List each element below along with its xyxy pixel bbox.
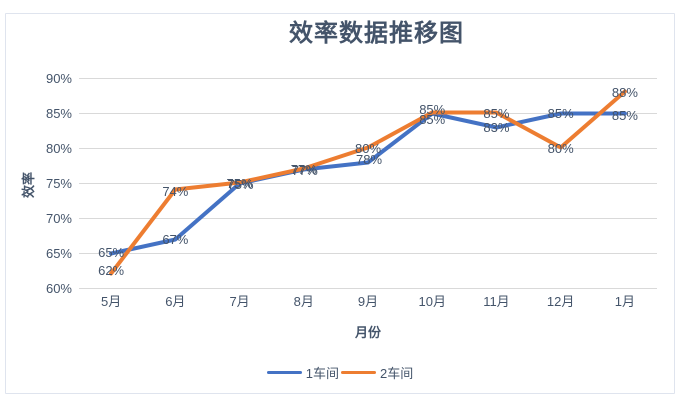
data-label-2车间: 80% (355, 141, 381, 156)
data-label-2车间: 80% (548, 141, 574, 156)
x-tick-label: 6月 (165, 294, 185, 309)
data-label-2车间: 88% (612, 85, 638, 100)
y-tick-label: 70% (46, 211, 72, 226)
chart-frame (5, 13, 675, 394)
data-label-1车间: 78% (356, 152, 382, 167)
legend-item-1车间: 1车间 (266, 363, 339, 382)
data-label-2车间: 75% (228, 177, 254, 192)
data-label-1车间: 77% (291, 162, 317, 177)
x-tick-label: 1月 (615, 294, 635, 309)
x-tick-label: 10月 (418, 294, 445, 309)
y-tick-label: 75% (46, 176, 72, 191)
chart-title: 效率数据推移图 (289, 20, 464, 47)
data-label-1车间: 67% (162, 232, 188, 247)
y-tick-label: 90% (46, 71, 72, 86)
data-label-1车间: 65% (98, 245, 124, 260)
x-tick-label: 9月 (358, 294, 378, 309)
x-axis-title: 月份 (354, 325, 381, 340)
data-label-1车间: 75% (227, 176, 253, 191)
data-label-2车间: 85% (419, 112, 445, 127)
y-tick-label: 60% (46, 281, 72, 296)
series-line-1车间 (109, 111, 627, 256)
data-label-1车间: 83% (483, 120, 509, 135)
legend-item-2车间: 2车间 (341, 363, 413, 382)
legend-swatch-1车间 (266, 370, 302, 375)
data-label-2车间: 85% (483, 106, 509, 121)
data-label-1车间: 85% (419, 102, 445, 117)
x-tick-label: 8月 (294, 294, 314, 309)
legend: 1车间 2车间 (0, 363, 680, 382)
y-tick-label: 85% (46, 106, 72, 121)
x-tick-label: 12月 (547, 294, 574, 309)
y-tick-label: 65% (46, 246, 72, 261)
data-label-1车间: 85% (548, 106, 574, 121)
x-tick-label: 11月 (483, 294, 510, 309)
data-label-1车间: 85% (612, 108, 638, 123)
legend-label: 1车间 (305, 366, 339, 381)
y-tick-label: 80% (46, 141, 72, 156)
legend-swatch-2车间 (341, 370, 376, 375)
data-label-2车间: 77% (292, 163, 318, 178)
data-label-2车间: 74% (162, 184, 188, 199)
legend-label: 2车间 (380, 366, 414, 381)
data-label-2车间: 62% (98, 263, 124, 278)
x-tick-label: 7月 (229, 294, 249, 309)
series-line-2车间 (109, 89, 627, 276)
x-tick-label: 5月 (101, 294, 121, 309)
